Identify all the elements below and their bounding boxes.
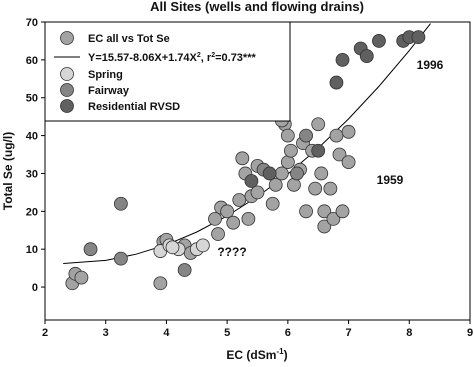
- x-tick-label: 8: [406, 327, 412, 339]
- legend-sup: 2: [197, 52, 201, 59]
- legend-label: Spring: [88, 69, 123, 81]
- data-point: [244, 174, 259, 188]
- data-point: [311, 117, 326, 132]
- data-point: [83, 242, 98, 257]
- data-point: [265, 196, 280, 211]
- y-tick-label: 0: [32, 282, 38, 294]
- data-point: [274, 166, 289, 181]
- data-point: [335, 52, 350, 67]
- y-tick-label: 10: [26, 244, 38, 256]
- y-tick-label: 20: [26, 206, 38, 218]
- data-point: [208, 211, 222, 226]
- y-tick-label: 60: [26, 55, 38, 67]
- x-tick-label: 4: [163, 327, 170, 339]
- x-tick-label: 6: [285, 327, 291, 339]
- data-point: [287, 177, 301, 192]
- x-tick-label: 5: [224, 327, 230, 339]
- data-point: [280, 128, 295, 143]
- data-point: [308, 181, 323, 196]
- x-tick-label: 7: [346, 327, 352, 339]
- x-tick-label: 3: [103, 327, 109, 339]
- data-point: [299, 204, 313, 219]
- data-point: [341, 155, 356, 170]
- data-point: [220, 204, 235, 219]
- data-point: [268, 177, 283, 192]
- data-point: [235, 151, 250, 166]
- data-point: [177, 263, 192, 277]
- data-point: [329, 75, 344, 90]
- data-point: [283, 143, 298, 158]
- legend-label: EC all vs Tot Se: [88, 33, 170, 45]
- data-point: [280, 155, 295, 170]
- x-label-part: EC (dSm: [226, 348, 276, 362]
- legend-marker: [60, 83, 74, 97]
- data-point: [359, 49, 374, 63]
- annotation: 1996: [417, 58, 444, 72]
- data-point: [290, 166, 304, 181]
- legend-part: Y=15.57-8.06X+1.74X: [88, 52, 198, 64]
- legend-box: [44, 21, 291, 122]
- data-point: [326, 211, 341, 226]
- legend-sup: 2: [211, 52, 215, 59]
- data-point: [232, 193, 247, 207]
- y-tick-label: 70: [26, 17, 38, 29]
- data-point: [241, 211, 256, 226]
- data-point: [314, 166, 329, 181]
- legend-label: Residential RVSD: [88, 101, 180, 113]
- data-point: [411, 30, 426, 45]
- legend-part: , r: [201, 52, 212, 64]
- y-tick-label: 50: [26, 93, 38, 105]
- data-point: [341, 124, 356, 139]
- data-point: [250, 185, 265, 200]
- data-point: [332, 147, 347, 162]
- data-point: [317, 204, 332, 219]
- legend-label: Y=15.57-8.06X+1.74X2, r2=0.73***: [88, 52, 256, 64]
- y-tick-label: 30: [26, 168, 38, 180]
- data-point: [113, 196, 128, 211]
- data-point: [372, 34, 386, 48]
- chart-title: All Sites (wells and flowing drains): [150, 0, 364, 14]
- data-point: [211, 227, 225, 241]
- data-point: [335, 204, 350, 219]
- data-point: [226, 215, 241, 230]
- legend-marker: [60, 31, 74, 45]
- y-tick-label: 40: [26, 131, 38, 143]
- x-axis-label: EC (dSm-1): [226, 347, 287, 362]
- legend-part: =0.73***: [215, 52, 256, 64]
- data-point: [113, 251, 128, 266]
- x-label-sup: -1: [276, 347, 284, 356]
- data-point: [153, 276, 168, 291]
- x-tick-label: 2: [42, 327, 48, 339]
- data-point: [311, 143, 326, 158]
- data-point: [329, 128, 344, 143]
- data-point: [317, 219, 332, 234]
- data-point: [323, 181, 338, 196]
- y-axis-label: Total Se (ug/l): [1, 132, 15, 210]
- data-point: [165, 240, 180, 255]
- legend-label: Fairway: [88, 85, 130, 97]
- legend-marker: [60, 99, 74, 113]
- data-point: [262, 166, 277, 181]
- annotation: ????: [217, 245, 246, 259]
- annotation: 1959: [377, 173, 404, 187]
- data-point: [299, 128, 313, 143]
- data-point: [195, 238, 210, 253]
- legend-marker: [60, 67, 74, 81]
- x-label-part: ): [284, 348, 288, 362]
- data-point: [74, 270, 89, 285]
- x-tick-label: 9: [467, 327, 473, 339]
